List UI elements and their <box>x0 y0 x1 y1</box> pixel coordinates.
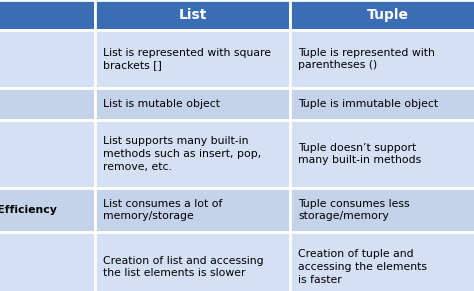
Bar <box>0 30 95 88</box>
Bar <box>95 120 290 188</box>
Bar <box>95 30 290 88</box>
Bar <box>95 232 290 291</box>
Bar <box>95 0 290 30</box>
Text: Tuple is immutable object: Tuple is immutable object <box>298 99 438 109</box>
Text: Tuple is represented with
parentheses (): Tuple is represented with parentheses () <box>298 48 435 70</box>
Text: Tuple consumes less
storage/memory: Tuple consumes less storage/memory <box>298 198 410 221</box>
Bar <box>290 0 474 30</box>
Bar <box>95 88 290 120</box>
Text: Tuple: Tuple <box>366 8 409 22</box>
Text: Memory Efficiency: Memory Efficiency <box>0 205 57 215</box>
Bar <box>290 88 474 120</box>
Text: List is represented with square
brackets []: List is represented with square brackets… <box>103 48 271 70</box>
Text: List consumes a lot of
memory/storage: List consumes a lot of memory/storage <box>103 198 222 221</box>
Bar <box>290 30 474 88</box>
Bar <box>0 88 95 120</box>
Text: List: List <box>178 8 207 22</box>
Bar <box>290 232 474 291</box>
Text: List supports many built-in
methods such as insert, pop,
remove, etc.: List supports many built-in methods such… <box>103 136 261 172</box>
Bar <box>0 0 95 30</box>
Bar <box>290 120 474 188</box>
Text: List is mutable object: List is mutable object <box>103 99 220 109</box>
Text: Creation of list and accessing
the list elements is slower: Creation of list and accessing the list … <box>103 255 264 278</box>
Bar <box>290 188 474 232</box>
Bar <box>0 232 95 291</box>
Bar <box>0 188 95 232</box>
Bar <box>0 120 95 188</box>
Text: Creation of tuple and
accessing the elements
is faster: Creation of tuple and accessing the elem… <box>298 249 427 285</box>
Bar <box>95 188 290 232</box>
Text: Tuple doesn’t support
many built-in methods: Tuple doesn’t support many built-in meth… <box>298 143 421 165</box>
